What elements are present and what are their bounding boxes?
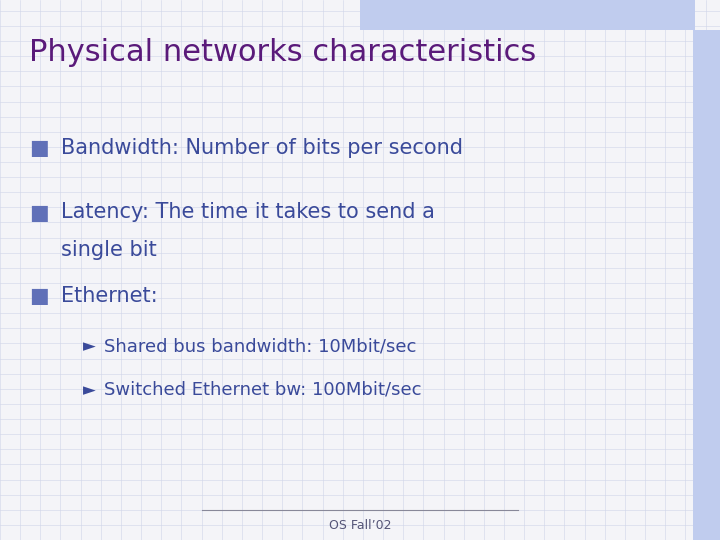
Text: ■: ■ <box>29 202 48 222</box>
Text: Latency: The time it takes to send a: Latency: The time it takes to send a <box>61 202 435 222</box>
Text: ■: ■ <box>29 286 48 306</box>
Text: ►: ► <box>83 381 96 399</box>
Text: Shared bus bandwidth: 10Mbit/sec: Shared bus bandwidth: 10Mbit/sec <box>104 338 417 355</box>
Text: OS Fall’02: OS Fall’02 <box>329 519 391 532</box>
FancyBboxPatch shape <box>360 0 695 30</box>
Text: ■: ■ <box>29 138 48 158</box>
Text: Switched Ethernet bw: 100Mbit/sec: Switched Ethernet bw: 100Mbit/sec <box>104 381 422 399</box>
Text: single bit: single bit <box>61 240 157 260</box>
Text: ►: ► <box>83 338 96 355</box>
Text: Ethernet:: Ethernet: <box>61 286 158 306</box>
FancyBboxPatch shape <box>693 30 720 540</box>
Text: Bandwidth: Number of bits per second: Bandwidth: Number of bits per second <box>61 138 463 158</box>
Text: Physical networks characteristics: Physical networks characteristics <box>29 38 536 67</box>
